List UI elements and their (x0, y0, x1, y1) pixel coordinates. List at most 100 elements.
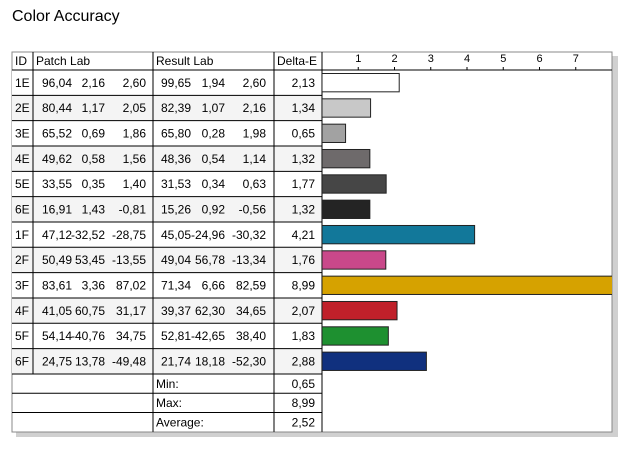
delta-e-value: 1,76 (292, 253, 316, 267)
patch-lab-value: -13,55 (112, 253, 146, 267)
patch-lab-value: 60,75 (75, 304, 105, 318)
patch-lab-value: 54,14 (42, 329, 72, 343)
result-lab-value: 99,65 (161, 76, 191, 90)
patch-lab-value: 47,12 (42, 228, 72, 242)
x-tick-label: 1 (355, 53, 361, 65)
result-lab-value: 34,65 (236, 304, 266, 318)
result-lab-value: 82,59 (236, 278, 266, 292)
x-tick-label: 7 (573, 53, 579, 65)
result-lab-value: 0,54 (202, 152, 226, 166)
x-tick-label: 3 (428, 53, 434, 65)
row-background (12, 145, 322, 172)
patch-id: 2E (15, 101, 30, 115)
summary-value: 8,99 (292, 396, 316, 410)
result-lab-value: -0,56 (239, 202, 267, 216)
patch-lab-value: 16,91 (42, 202, 72, 216)
patch-lab-value: 96,04 (42, 76, 72, 90)
patch-lab-value: 2,05 (123, 101, 147, 115)
result-lab-value: 71,34 (161, 278, 191, 292)
bar-group (322, 73, 612, 371)
result-lab-value: 2,16 (243, 101, 267, 115)
result-lab-value: 1,07 (202, 101, 226, 115)
delta-e-value: 2,88 (292, 354, 316, 368)
delta-e-bar (322, 148, 371, 169)
delta-e-value: 2,07 (292, 304, 316, 318)
result-lab-value: -30,32 (232, 228, 266, 242)
delta-e-bar (322, 73, 400, 93)
result-lab-value: 18,18 (195, 354, 225, 368)
patch-lab-value: -40,76 (71, 329, 105, 343)
patch-lab-value: 1,43 (82, 202, 106, 216)
patch-id: 3E (15, 126, 30, 140)
delta-e-value: 1,32 (292, 202, 316, 216)
result-lab-value: 56,78 (195, 253, 225, 267)
patch-lab-value: 24,75 (42, 354, 72, 368)
result-lab-value: 52,81 (161, 329, 191, 343)
result-lab-value: -13,34 (232, 253, 266, 267)
delta-e-value: 1,32 (292, 152, 316, 166)
result-lab-value: -52,30 (232, 354, 266, 368)
patch-lab-value: 50,49 (42, 253, 72, 267)
row-background (12, 348, 322, 374)
column-header: ID (15, 54, 27, 68)
row-background (12, 247, 322, 273)
patch-lab-value: -28,75 (112, 228, 146, 242)
delta-e-value: 0,65 (292, 126, 316, 140)
result-lab-value: 38,40 (236, 329, 266, 343)
result-lab-value: 82,39 (161, 101, 191, 115)
row-background (12, 297, 322, 324)
result-lab-value: 0,28 (202, 126, 226, 140)
summary-label: Max: (156, 396, 182, 410)
patch-lab-value: 0,58 (82, 152, 106, 166)
patch-id: 1F (15, 228, 29, 242)
patch-lab-value: 34,75 (116, 329, 146, 343)
result-lab-value: 0,92 (202, 202, 226, 216)
row-background (12, 196, 322, 222)
result-lab-value: 31,53 (161, 177, 191, 191)
result-lab-value: 45,05 (161, 228, 191, 242)
patch-lab-value: -49,48 (112, 354, 146, 368)
row-background (12, 70, 322, 96)
column-header: Delta-E (277, 54, 317, 68)
delta-e-bar (322, 300, 398, 321)
patch-lab-value: 1,17 (82, 101, 106, 115)
delta-e-value: 2,13 (292, 76, 316, 90)
result-lab-value: 1,14 (243, 152, 267, 166)
patch-lab-value: 1,86 (123, 126, 147, 140)
row-background (12, 323, 322, 349)
column-header: Patch Lab (36, 54, 90, 68)
delta-e-bar (322, 199, 371, 219)
result-lab-value: -42,65 (191, 329, 225, 343)
patch-lab-value: 0,35 (82, 177, 106, 191)
patch-lab-value: 41,05 (42, 304, 72, 318)
patch-id: 6E (15, 202, 30, 216)
delta-e-bar (322, 351, 427, 371)
result-lab-value: 21,74 (161, 354, 191, 368)
delta-e-bar (322, 250, 387, 270)
result-lab-value: -24,96 (191, 228, 225, 242)
patch-id: 5F (15, 329, 29, 343)
delta-e-bar (322, 123, 347, 143)
result-lab-value: 15,26 (161, 202, 191, 216)
summary-value: 2,52 (292, 415, 316, 429)
patch-lab-value: -0,81 (119, 202, 147, 216)
result-lab-value: 62,30 (195, 304, 225, 318)
delta-e-bar (322, 224, 476, 245)
x-tick-label: 2 (391, 53, 397, 65)
patch-lab-value: 0,69 (82, 126, 106, 140)
patch-id: 4F (15, 304, 29, 318)
patch-lab-value: 49,62 (42, 152, 72, 166)
patch-lab-value: 87,02 (116, 278, 146, 292)
summary-value: 0,65 (292, 377, 316, 391)
patch-lab-value: 2,60 (123, 76, 147, 90)
x-tick-label: 4 (464, 53, 470, 65)
patch-lab-value: 13,78 (75, 354, 105, 368)
patch-lab-value: 31,17 (116, 304, 146, 318)
patch-lab-value: 1,56 (123, 152, 147, 166)
x-tick-label: 6 (536, 53, 542, 65)
row-background (12, 171, 322, 197)
patch-lab-value: 33,55 (42, 177, 72, 191)
patch-id: 4E (15, 152, 30, 166)
delta-e-value: 4,21 (292, 228, 316, 242)
